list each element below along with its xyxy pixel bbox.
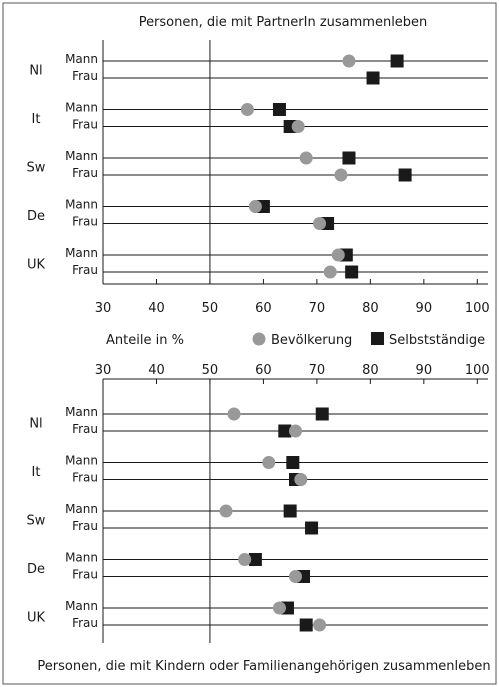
top-country-sw: Sw xyxy=(27,161,46,176)
top-dot-plot: 30 40 50 60 70 80 90 100 Nl Mann Frau It Mann Frau Sw M… xyxy=(27,40,490,316)
bottom-country-sw: Sw xyxy=(27,514,46,529)
bottom-country-uk: UK xyxy=(27,611,46,626)
bottom-point-selbstst-ndige-it-mann xyxy=(286,456,300,469)
bottom-dot-plot: 30 40 50 60 70 80 90 100 Nl Mann Frau It Mann Frau Sw M… xyxy=(27,363,490,643)
bottom-row-label-uk-frau: Frau xyxy=(72,616,98,630)
legend-bevoelkerung-label: Bevölkerung xyxy=(271,333,352,348)
top-tick-label-50: 50 xyxy=(202,301,219,316)
top-tick-label-30: 30 xyxy=(95,301,112,316)
bottom-tick-label-30: 30 xyxy=(95,363,112,378)
top-point-bev-lkerung-de-mann xyxy=(248,200,262,213)
bottom-tick-label-100: 100 xyxy=(465,363,490,378)
top-point-bev-lkerung-uk-mann xyxy=(331,248,345,262)
bottom-point-selbstst-ndige-de-mann xyxy=(248,553,262,566)
top-point-bev-lkerung-de-frau xyxy=(313,217,327,230)
top-point-selbstst-ndige-it-mann xyxy=(272,103,286,116)
top-row-label-uk-frau: Frau xyxy=(72,263,98,277)
top-row-label-it-frau: Frau xyxy=(72,118,98,132)
top-row-label-nl-mann: Mann xyxy=(65,52,98,66)
top-point-bev-lkerung-uk-frau xyxy=(323,265,337,279)
top-point-selbstst-ndige-sw-mann xyxy=(342,151,356,165)
top-point-bev-lkerung-it-mann xyxy=(240,103,254,116)
top-row-label-de-frau: Frau xyxy=(72,215,98,229)
legend-selbststaendige-label: Selbstständige xyxy=(389,333,485,348)
bottom-tick-label-50: 50 xyxy=(202,363,219,378)
top-tick-label-100: 100 xyxy=(465,301,490,316)
bottom-country-nl: Nl xyxy=(29,417,42,432)
bottom-row-label-it-frau: Frau xyxy=(72,471,98,485)
top-country-uk: UK xyxy=(27,258,46,273)
top-point-selbstst-ndige-sw-frau xyxy=(398,168,412,182)
top-point-selbstst-ndige-nl-mann xyxy=(390,54,404,68)
bottom-row-label-sw-mann: Mann xyxy=(65,502,98,516)
bottom-row-label-sw-frau: Frau xyxy=(72,519,98,533)
bottom-country-de: De xyxy=(27,562,45,577)
bottom-row-label-uk-mann: Mann xyxy=(65,599,98,613)
bottom-point-selbstst-ndige-sw-frau xyxy=(305,521,319,535)
bottom-tick-label-80: 80 xyxy=(362,363,379,378)
top-country-nl: Nl xyxy=(29,64,42,79)
top-point-selbstst-ndige-nl-frau xyxy=(366,71,380,85)
top-row-label-nl-frau: Frau xyxy=(72,69,98,83)
bottom-point-bev-lkerung-sw-mann xyxy=(219,504,233,518)
top-country-it: It xyxy=(32,112,41,127)
top-tick-label-70: 70 xyxy=(309,301,326,316)
top-point-bev-lkerung-nl-mann xyxy=(342,54,356,68)
top-point-bev-lkerung-sw-frau xyxy=(334,168,348,182)
top-row-label-sw-mann: Mann xyxy=(65,149,98,163)
bottom-row-label-de-mann: Mann xyxy=(65,551,98,565)
bottom-row-label-nl-frau: Frau xyxy=(72,422,98,436)
legend-selbststaendige-marker xyxy=(371,332,384,345)
bottom-point-bev-lkerung-de-frau xyxy=(289,570,302,583)
legend-bevoelkerung-marker xyxy=(252,332,266,346)
bottom-point-selbstst-ndige-uk-frau xyxy=(299,618,313,632)
bottom-point-bev-lkerung-uk-mann xyxy=(272,601,286,615)
bottom-point-selbstst-ndige-sw-mann xyxy=(283,504,297,518)
top-row-label-sw-frau: Frau xyxy=(72,166,98,180)
bottom-point-bev-lkerung-nl-mann xyxy=(227,407,241,421)
top-chart-title: Personen, die mit PartnerIn zusammenlebe… xyxy=(139,15,428,30)
legend-row: Anteile in % Bevölkerung Selbstständige xyxy=(106,332,485,348)
bottom-tick-label-70: 70 xyxy=(309,363,326,378)
axis-caption: Anteile in % xyxy=(106,333,184,348)
top-row-label-it-mann: Mann xyxy=(65,101,98,115)
bottom-point-bev-lkerung-it-frau xyxy=(294,473,308,486)
top-point-selbstst-ndige-uk-frau xyxy=(345,265,359,279)
top-country-de: De xyxy=(27,209,45,224)
top-tick-label-60: 60 xyxy=(255,301,272,316)
bottom-row-label-it-mann: Mann xyxy=(65,454,98,468)
bottom-row-label-nl-mann: Mann xyxy=(65,405,98,419)
bottom-point-selbstst-ndige-nl-mann xyxy=(315,407,329,421)
bottom-tick-label-60: 60 xyxy=(255,363,272,378)
top-point-bev-lkerung-sw-mann xyxy=(299,151,313,165)
top-tick-label-80: 80 xyxy=(362,301,379,316)
top-point-bev-lkerung-it-frau xyxy=(291,120,305,133)
bottom-point-bev-lkerung-nl-frau xyxy=(289,424,302,438)
top-row-label-de-mann: Mann xyxy=(65,198,98,212)
top-tick-label-40: 40 xyxy=(148,301,165,316)
bottom-point-selbstst-ndige-nl-frau xyxy=(278,424,292,438)
bottom-tick-label-90: 90 xyxy=(416,363,433,378)
top-row-label-uk-mann: Mann xyxy=(65,246,98,260)
bottom-point-bev-lkerung-de-mann xyxy=(238,553,252,566)
top-tick-label-90: 90 xyxy=(416,301,433,316)
bottom-country-it: It xyxy=(32,465,41,480)
bottom-point-bev-lkerung-it-mann xyxy=(262,456,276,469)
bottom-chart-title: Personen, die mit Kindern oder Familiena… xyxy=(37,659,490,674)
bottom-row-label-de-frau: Frau xyxy=(72,568,98,582)
bottom-point-bev-lkerung-uk-frau xyxy=(313,618,327,632)
bottom-tick-label-40: 40 xyxy=(148,363,165,378)
